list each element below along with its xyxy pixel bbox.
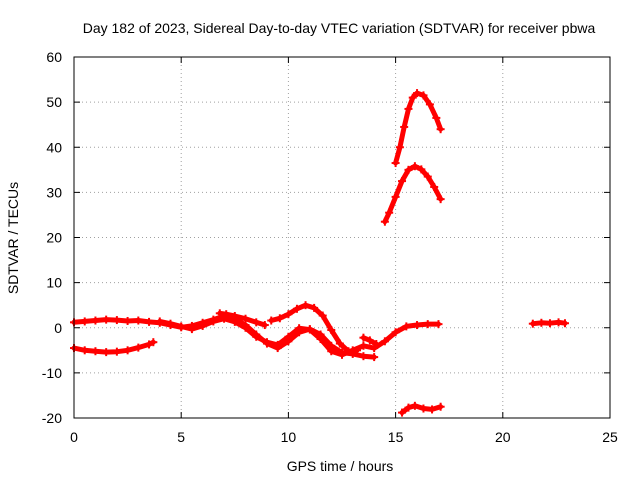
y-tick-label: 10 — [46, 275, 62, 291]
x-tick-label: 5 — [177, 429, 185, 445]
y-tick-label: 50 — [46, 94, 62, 110]
series-arc-9 — [398, 401, 445, 417]
y-tick-label: 40 — [46, 139, 62, 155]
series-arc-2 — [70, 338, 158, 357]
x-axis-label: GPS time / hours — [287, 458, 394, 474]
x-tick-label: 10 — [281, 429, 297, 445]
y-axis-label: SDTVAR / TECUs — [5, 182, 21, 294]
series-line — [157, 316, 441, 358]
y-tick-label: 60 — [46, 49, 62, 65]
y-tick-label: -20 — [42, 410, 62, 426]
series-line — [393, 90, 444, 166]
grid — [74, 57, 610, 418]
y-tick-label: 30 — [46, 184, 62, 200]
chart-title: Day 182 of 2023, Sidereal Day-to-day VTE… — [83, 20, 596, 36]
x-tick-label: 20 — [495, 429, 511, 445]
x-tick-label: 0 — [70, 429, 78, 445]
series-layer — [70, 89, 569, 417]
y-tick-label: -10 — [42, 365, 62, 381]
series-line — [382, 163, 444, 225]
y-tick-label: 0 — [54, 320, 62, 336]
series-arc-6 — [359, 333, 381, 348]
x-tick-label: 25 — [602, 429, 618, 445]
series-arc-8 — [391, 89, 445, 168]
series-arc-7 — [380, 162, 445, 226]
series-arc-10 — [528, 318, 569, 328]
x-tick-label: 15 — [388, 429, 404, 445]
ticks: 0 5 10 15 20 25 -20 -10 0 10 20 30 40 50 60 — [42, 49, 618, 445]
series-arc-5 — [267, 301, 362, 356]
y-tick-label: 20 — [46, 230, 62, 246]
series-arc-4 — [215, 309, 269, 330]
